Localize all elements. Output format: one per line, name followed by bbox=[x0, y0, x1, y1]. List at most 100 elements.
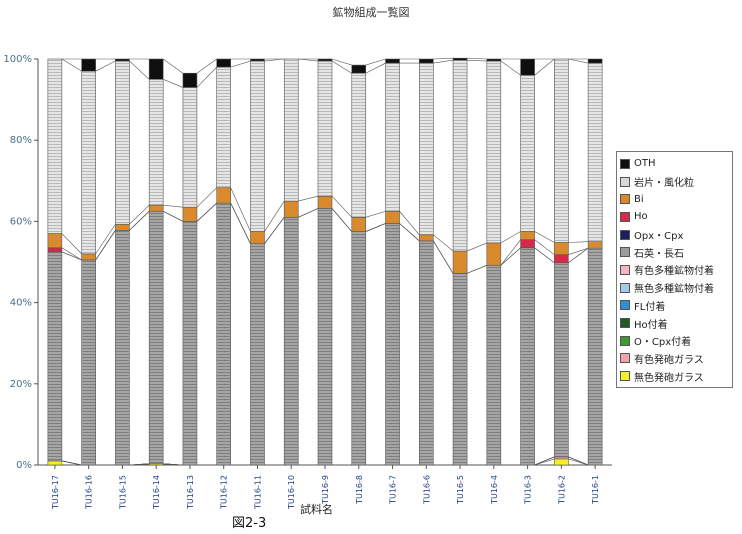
bar-segment bbox=[587, 58, 603, 64]
series-connector bbox=[365, 223, 386, 232]
x-tick-label: TU16-11 bbox=[253, 475, 262, 510]
bar-segment bbox=[452, 59, 468, 252]
bar-segment bbox=[520, 247, 535, 466]
bar-segment bbox=[554, 254, 569, 264]
bar-segment bbox=[486, 60, 502, 244]
series-connector bbox=[534, 58, 555, 76]
bar-segment bbox=[452, 250, 468, 274]
series-connector bbox=[95, 224, 116, 255]
legend-label: Bi bbox=[634, 193, 644, 205]
legend-swatch bbox=[620, 229, 630, 240]
y-tick-label: 60% bbox=[10, 216, 32, 227]
y-tick-label: 20% bbox=[10, 379, 32, 390]
bar-segment bbox=[418, 234, 434, 242]
bar-segment bbox=[47, 58, 63, 234]
legend-swatch bbox=[620, 371, 630, 382]
y-tick-label: 0% bbox=[16, 460, 32, 471]
series-connector bbox=[163, 210, 184, 222]
bar-segment bbox=[182, 206, 198, 222]
bar-segment bbox=[250, 58, 265, 62]
series-connector bbox=[264, 217, 285, 244]
bar-segment bbox=[182, 221, 198, 466]
legend-label: FL付着 bbox=[634, 301, 666, 313]
series-connector bbox=[298, 208, 319, 218]
x-tick-label: TU16-1 bbox=[591, 475, 600, 505]
bar-segment bbox=[520, 239, 535, 249]
series-connector bbox=[298, 58, 319, 62]
series-connector bbox=[433, 234, 454, 252]
series-connector bbox=[534, 247, 555, 264]
bar-segment bbox=[148, 58, 164, 80]
bar-segment bbox=[81, 70, 96, 255]
series-connector bbox=[196, 187, 217, 208]
bar-segment bbox=[283, 217, 299, 466]
legend-swatch bbox=[620, 247, 630, 258]
series-connector bbox=[433, 57, 454, 60]
series-connector bbox=[365, 62, 386, 74]
legend-item: FL付着 bbox=[620, 297, 729, 315]
series-connector bbox=[264, 58, 285, 62]
bar-segment bbox=[216, 187, 232, 204]
legend-label: OTH bbox=[634, 158, 656, 170]
legend-label: O・Cpx付着 bbox=[634, 337, 692, 349]
legend-swatch bbox=[620, 335, 630, 346]
bar-segment bbox=[115, 58, 130, 62]
x-tick-label: TU16-7 bbox=[389, 475, 398, 505]
bar-segment bbox=[216, 66, 232, 189]
legend-label: 無色多種鉱物付着 bbox=[634, 284, 714, 296]
x-tick-label: TU16-8 bbox=[355, 475, 364, 505]
series-connector bbox=[500, 231, 521, 244]
x-tick-label: TU16-17 bbox=[51, 475, 60, 510]
bar-segment bbox=[317, 195, 333, 209]
bar-segment bbox=[317, 58, 333, 62]
series-connector bbox=[534, 456, 555, 466]
x-tick-label: TU16-16 bbox=[85, 475, 94, 510]
x-tick-label: TU16-4 bbox=[490, 475, 499, 505]
series-connector bbox=[298, 195, 319, 202]
bar-segment bbox=[587, 241, 603, 249]
bar-segment bbox=[115, 60, 130, 225]
bar-segment bbox=[148, 79, 164, 206]
series-connector bbox=[61, 460, 82, 466]
bar-segment bbox=[47, 460, 63, 466]
bar-segment bbox=[283, 200, 299, 218]
legend-item: OTH bbox=[620, 155, 729, 173]
bar-segment bbox=[486, 264, 502, 466]
bar-segment bbox=[317, 60, 333, 197]
series-connector bbox=[331, 58, 352, 66]
series-connector bbox=[467, 59, 487, 62]
series-connector bbox=[230, 187, 251, 232]
y-tick-label: 40% bbox=[10, 298, 32, 309]
legend: OTH 岩片・風化粒 Bi Ho Opx・Cpx 石英・長石 有色多種鉱物付着 無色多種鉱物付… bbox=[616, 151, 733, 388]
bar-segment bbox=[418, 58, 434, 64]
series-connector bbox=[163, 58, 184, 74]
bar-segment bbox=[216, 202, 232, 466]
series-connector bbox=[61, 233, 82, 255]
legend-label: 石英・長石 bbox=[634, 248, 684, 260]
series-connector bbox=[129, 60, 150, 80]
series-connector bbox=[163, 204, 183, 208]
series-connector bbox=[466, 242, 487, 252]
series-connector bbox=[399, 211, 420, 235]
series-connector bbox=[467, 57, 487, 60]
legend-label: 岩片・風化粒 bbox=[634, 178, 694, 190]
series-connector bbox=[95, 60, 116, 72]
legend-swatch bbox=[620, 282, 630, 293]
series-connector bbox=[196, 202, 217, 222]
figure-label: 図2-3 bbox=[232, 516, 267, 531]
bar-segment bbox=[587, 62, 603, 243]
series-connector bbox=[230, 60, 251, 68]
x-tick-label: TU16-6 bbox=[422, 475, 431, 505]
bar-segment bbox=[520, 231, 535, 240]
legend-label: Opx・Cpx bbox=[634, 231, 684, 243]
series-connector bbox=[433, 240, 454, 274]
legend-item: Opx・Cpx bbox=[620, 226, 729, 244]
bar-segment bbox=[486, 58, 502, 62]
bar-segment bbox=[452, 57, 468, 61]
series-connector bbox=[230, 202, 251, 244]
series-connector bbox=[264, 200, 285, 232]
series-connector bbox=[196, 58, 217, 74]
x-tick-label: TU16-12 bbox=[220, 475, 229, 510]
legend-item: Ho bbox=[620, 208, 729, 226]
series-connector bbox=[331, 208, 352, 232]
